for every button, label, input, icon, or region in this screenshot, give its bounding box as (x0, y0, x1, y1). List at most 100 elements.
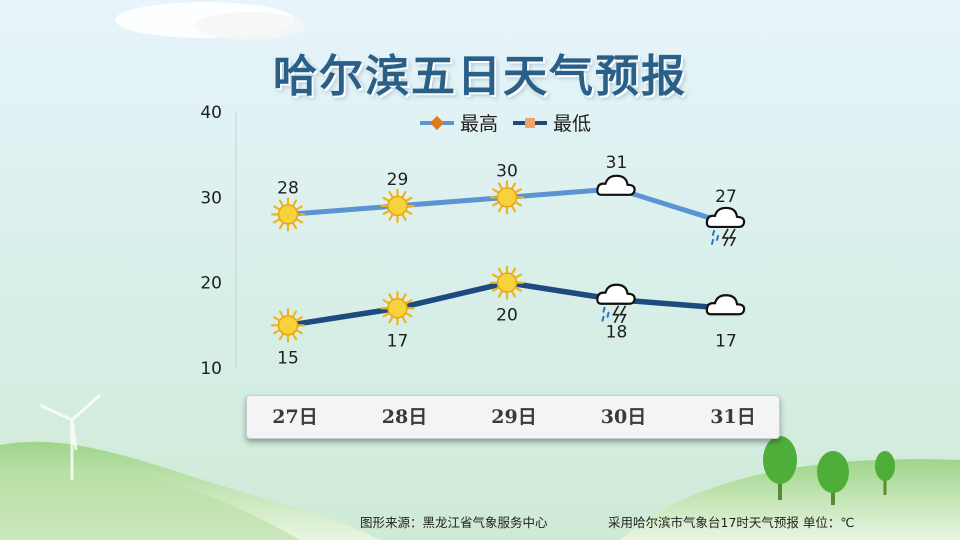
sun-ray (278, 310, 285, 318)
data-label: 17 (387, 331, 409, 351)
sun-icon (489, 265, 525, 300)
sun-ray (492, 273, 500, 279)
x-category-label: 31日 (710, 406, 755, 428)
sun-ray (497, 290, 504, 298)
sun-icon (270, 308, 306, 343)
sun-ray (295, 218, 303, 224)
sun-disc (277, 315, 299, 336)
y-tick-label: 20 (200, 274, 222, 294)
sun-disc (277, 204, 299, 225)
cloud-decoration (195, 12, 305, 40)
cloud-icon (596, 174, 636, 196)
rain-drop (606, 311, 610, 318)
sun-ray (510, 290, 517, 298)
x-category-label: 27日 (272, 406, 317, 428)
sun-ray (273, 329, 281, 335)
rain-drop (602, 306, 606, 313)
data-label: 29 (387, 170, 409, 190)
sun-ray (382, 312, 390, 318)
sun-disc (387, 298, 408, 319)
sun-ray (295, 329, 303, 335)
y-axis-ticks: 10 20 30 40 (200, 103, 222, 379)
x-category-label: 29日 (491, 406, 536, 428)
data-label: 28 (277, 178, 299, 198)
sun-disc (496, 272, 518, 293)
sun-ray (273, 316, 281, 322)
legend-marker-square (525, 118, 535, 128)
y-tick-label: 10 (200, 359, 222, 379)
lightning-bolt (612, 305, 620, 324)
sun-ray (278, 221, 285, 230)
source-note: 图形来源：黑龙江省气象服务中心 (360, 515, 548, 530)
sun-ray (382, 209, 390, 215)
x-axis-categories: 27日 28日 29日 30日 31日 (272, 406, 755, 428)
data-label: 30 (496, 161, 518, 181)
hill-far (0, 465, 300, 540)
unit-note: 采用哈尔滨市气象台17时天气预报 单位：℃ (608, 515, 855, 530)
rain-drop (712, 229, 715, 236)
sun-ray (405, 312, 413, 318)
lightning-bolt (721, 228, 730, 247)
sun-ray (382, 299, 390, 305)
sun-ray (492, 188, 500, 194)
sun-ray (278, 199, 285, 207)
sun-ray (273, 205, 281, 211)
rain-drop (711, 238, 714, 245)
sun-ray (514, 188, 522, 194)
lightning-bolt (619, 305, 627, 324)
sun-ray (291, 332, 298, 341)
page-title: 哈尔滨五日天气预报 (273, 51, 687, 102)
data-label: 27 (715, 187, 737, 207)
sun-ray (291, 199, 298, 207)
sun-icon (489, 180, 525, 215)
sun-ray (401, 213, 407, 221)
sun-icon (380, 291, 415, 326)
data-label: 18 (606, 323, 628, 343)
sun-ray (273, 218, 281, 224)
x-category-label: 30日 (601, 406, 646, 428)
sun-ray (401, 293, 407, 301)
sun-disc (387, 195, 408, 217)
sun-ray (401, 315, 407, 324)
lightning-bolt (728, 228, 737, 247)
sun-ray (278, 332, 285, 341)
sun-ray (510, 182, 517, 190)
rain-drop (716, 234, 719, 241)
cloud-shape (596, 283, 636, 305)
sun-ray (492, 201, 500, 207)
sun-ray (291, 310, 298, 318)
rain-drop (601, 315, 605, 322)
sun-ray (514, 201, 522, 207)
sun-ray (388, 190, 394, 199)
legend-label: 最低 (553, 113, 591, 135)
sun-ray (514, 286, 522, 292)
weather-icons (270, 174, 746, 343)
sun-ray (497, 204, 504, 213)
sun-ray (388, 213, 394, 221)
sun-ray (405, 196, 413, 202)
sun-ray (382, 196, 390, 202)
thunderstorm-icon (596, 283, 636, 324)
legend-marker-diamond (429, 115, 445, 131)
sun-ray (291, 221, 298, 230)
y-tick-label: 40 (200, 103, 222, 123)
tree-icon (763, 436, 895, 505)
data-label: 31 (606, 153, 628, 173)
cloud-shape (596, 174, 636, 196)
sun-ray (510, 204, 517, 213)
date-bar (246, 395, 780, 439)
sun-ray (405, 299, 413, 305)
sun-icon (270, 197, 306, 232)
sun-disc (496, 187, 518, 208)
legend-label: 最高 (460, 113, 498, 135)
sun-ray (492, 286, 500, 292)
sun-ray (497, 267, 504, 276)
cloud-icon (705, 294, 746, 316)
sun-ray (295, 205, 303, 211)
data-label: 17 (715, 331, 737, 351)
y-tick-label: 30 (200, 188, 222, 208)
sun-ray (401, 190, 407, 199)
